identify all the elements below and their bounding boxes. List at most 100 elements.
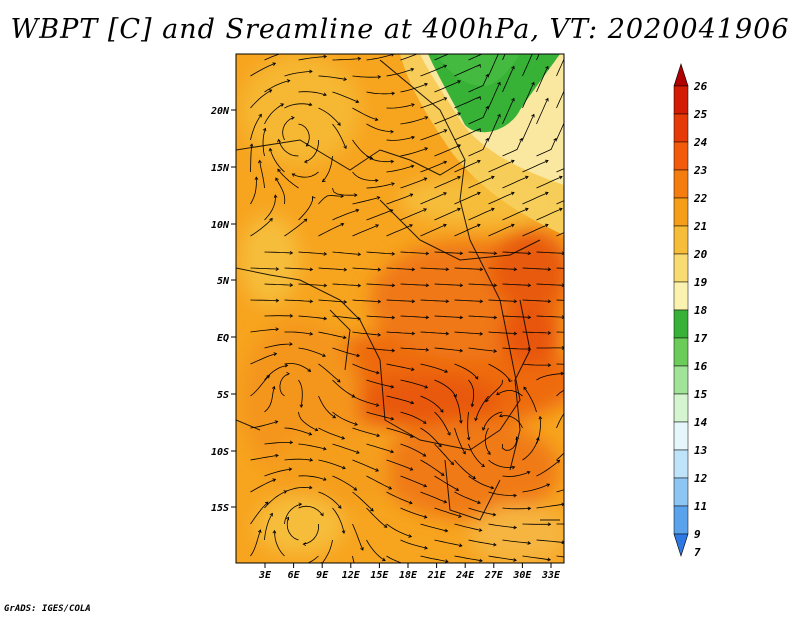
streamline <box>400 147 428 157</box>
streamline <box>556 232 564 237</box>
streamline <box>522 267 551 270</box>
streamline <box>284 458 313 461</box>
streamline-arrow <box>515 436 520 440</box>
streamline-arrow <box>596 316 599 319</box>
streamline-arrow <box>458 420 463 424</box>
streamline <box>250 62 276 77</box>
streamline-arrow <box>271 385 276 390</box>
streamline <box>366 54 394 61</box>
streamline <box>366 183 395 189</box>
streamline-arrow <box>479 331 484 336</box>
streamline-arrow <box>575 442 578 445</box>
streamline-arrow <box>462 450 466 455</box>
streamline-arrow <box>410 367 415 372</box>
map-frame <box>235 53 565 564</box>
streamline <box>454 267 483 270</box>
streamline-arrow <box>527 283 532 288</box>
streamline-arrow <box>485 137 489 142</box>
streamline <box>468 539 497 546</box>
streamline-arrow <box>579 385 582 388</box>
streamline-arrow <box>273 352 278 356</box>
streamline-arrow <box>322 353 326 357</box>
streamline-arrow <box>545 159 549 164</box>
streamline <box>468 507 496 516</box>
streamline <box>488 82 501 109</box>
colorbar-label: 19 <box>694 276 708 289</box>
lat-label: 5N <box>217 276 230 287</box>
streamline-arrow <box>546 483 551 488</box>
streamline <box>318 299 347 303</box>
streamline <box>420 331 449 335</box>
streamline-arrow <box>280 103 285 107</box>
streamline-arrow <box>444 528 449 533</box>
streamline <box>400 283 429 286</box>
streamline-arrow <box>422 453 427 457</box>
streamline <box>352 139 373 160</box>
streamline <box>522 331 551 334</box>
streamline <box>332 507 345 534</box>
streamline-arrow <box>341 436 346 440</box>
streamline-arrow <box>410 164 415 169</box>
streamline <box>386 299 415 302</box>
streamline-arrow <box>511 159 515 164</box>
streamline <box>250 421 278 429</box>
colorbar-label: 11 <box>694 500 707 513</box>
streamline <box>286 517 299 541</box>
streamline-arrow <box>579 160 582 163</box>
streamline-arrow <box>458 543 463 548</box>
streamline <box>434 379 457 398</box>
streamline <box>536 315 564 318</box>
streamline-arrow <box>547 557 551 562</box>
streamline <box>284 218 308 237</box>
streamline <box>502 283 531 286</box>
streamline-arrow <box>268 89 273 93</box>
lat-label: 15N <box>211 163 230 174</box>
streamline-arrow <box>357 56 362 61</box>
streamline-arrow <box>424 82 428 87</box>
streamline <box>332 58 361 61</box>
streamline-arrow <box>332 414 337 419</box>
streamline-arrow <box>490 485 495 490</box>
streamline <box>264 103 284 125</box>
streamline-arrow <box>381 557 386 562</box>
streamline-arrow <box>411 103 415 107</box>
streamline-arrow <box>545 34 548 37</box>
streamline-arrow <box>425 347 430 352</box>
streamline-arrow <box>547 522 552 527</box>
streamline-arrow <box>497 81 501 86</box>
streamline-arrow <box>466 436 471 441</box>
streamline <box>434 144 461 157</box>
streamline <box>468 475 494 489</box>
streamline <box>522 82 535 109</box>
streamline <box>298 123 310 147</box>
streamline-arrow <box>273 194 278 199</box>
streamline <box>264 442 293 445</box>
streamline-arrow <box>565 114 568 117</box>
streamline <box>366 283 395 286</box>
streamline-arrow <box>363 577 366 580</box>
streamline-arrow <box>299 404 304 408</box>
streamline <box>366 251 395 255</box>
colorbar-segment <box>673 505 689 535</box>
colorbar-bottom-triangle <box>673 533 689 557</box>
streamline-arrow <box>499 413 503 418</box>
streamline <box>264 195 276 221</box>
streamline-arrow <box>340 194 344 199</box>
streamline <box>332 411 358 426</box>
streamline <box>250 144 253 173</box>
colorbar-segment <box>673 449 689 479</box>
streamline-arrow <box>457 48 460 51</box>
streamline <box>434 411 451 436</box>
streamline <box>454 64 481 77</box>
streamline <box>332 315 361 320</box>
colorbar-segment <box>673 337 689 367</box>
streamline <box>434 208 461 221</box>
streamline <box>536 373 564 381</box>
streamline-arrow <box>525 207 529 212</box>
streamline <box>352 75 381 78</box>
streamline-arrow <box>289 440 294 445</box>
streamline <box>386 459 413 471</box>
streamline-arrow <box>477 223 481 228</box>
streamline <box>386 363 414 371</box>
streamline <box>571 404 597 412</box>
